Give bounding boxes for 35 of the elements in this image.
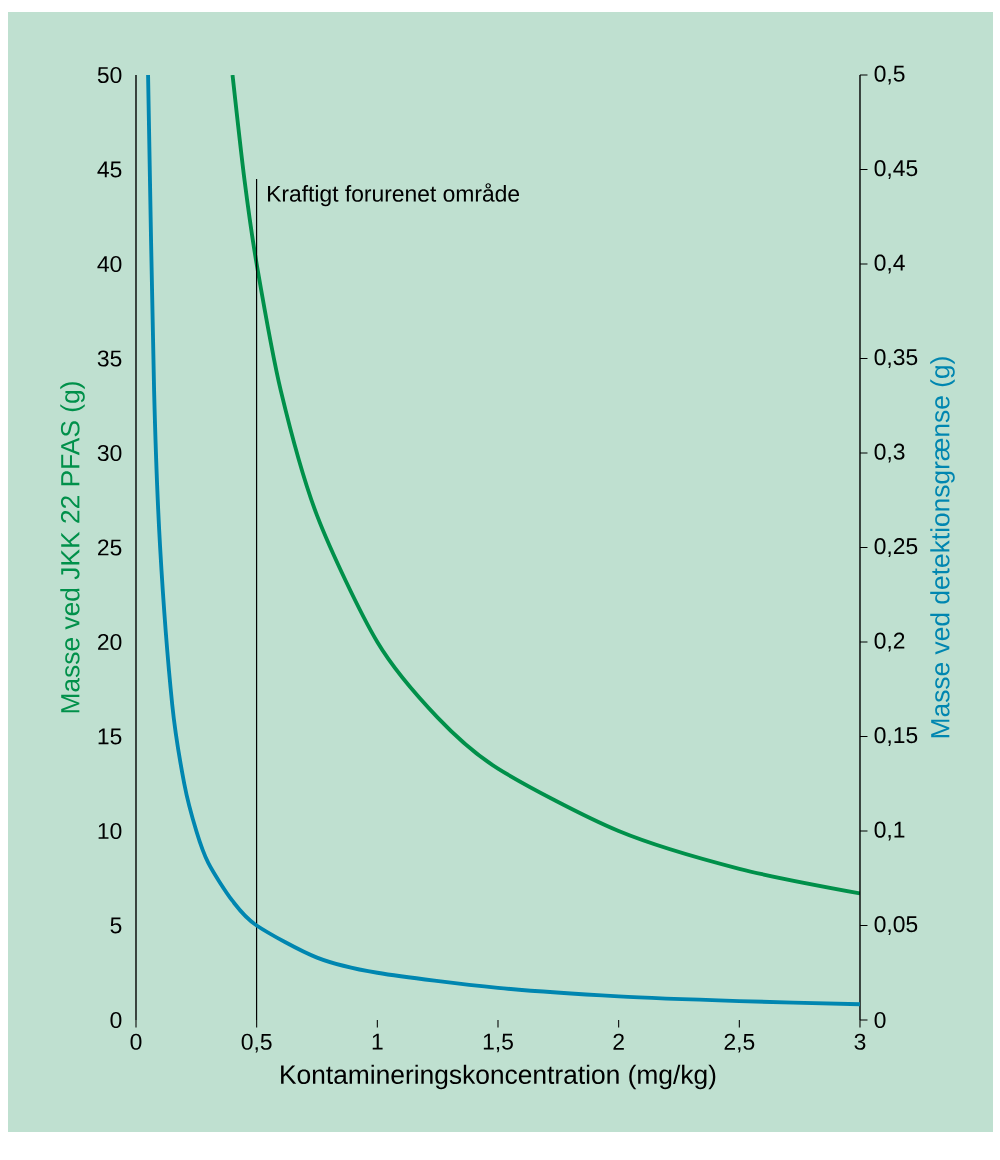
- y2-tick-label: 0,35: [874, 349, 918, 368]
- y2-tick-label: 0,1: [874, 821, 905, 841]
- y-tick-label: 50: [97, 66, 122, 84]
- y-axis-title: Masse ved JKK 22 PFAS (g): [60, 382, 85, 713]
- y-tick-label: 5: [110, 917, 122, 934]
- ref-line-label: Kraftigt forurenet område: [268, 183, 520, 207]
- y2-tick-label: 0,2: [874, 632, 905, 652]
- y-tick-label: 30: [97, 444, 122, 462]
- x-tick-label: 1: [372, 1033, 383, 1050]
- y2-tick-label: 0,3: [874, 443, 905, 463]
- y-tick-label: 40: [97, 255, 122, 273]
- line-series: [146, 75, 860, 1007]
- x-tick-label: 0,5: [241, 1033, 272, 1053]
- y-tick-label: 25: [98, 539, 122, 556]
- x-tick-label: 3: [854, 1033, 866, 1050]
- y2-tick-label: 0,15: [874, 727, 918, 746]
- y-tick-label: 0: [110, 1011, 122, 1029]
- y-tick-label: 10: [98, 822, 122, 840]
- y-tick-label: 20: [98, 633, 122, 651]
- x-tick-label: 2: [613, 1033, 624, 1050]
- line-series: [230, 75, 860, 896]
- y2-tick-label: 0,05: [874, 916, 918, 935]
- x-tick-label: 1,5: [483, 1033, 513, 1053]
- x-tick-label: 0: [130, 1033, 142, 1050]
- y-tick-label: 45: [97, 161, 122, 178]
- y2-tick-label: 0: [874, 1011, 886, 1029]
- y2-tick-label: 0,4: [874, 254, 905, 274]
- y-tick-label: 15: [98, 728, 122, 745]
- x-tick-label: 2,5: [724, 1033, 755, 1053]
- x-axis-title: Kontamineringskoncentration (mg/kg): [281, 1064, 716, 1090]
- y2-tick-label: 0,45: [874, 160, 918, 179]
- y2-tick-label: 0,25: [874, 538, 918, 557]
- y-tick-label: 35: [97, 350, 122, 367]
- y2-axis-title: Masse ved detektionsgrænse (g): [930, 357, 955, 738]
- y2-tick-label: 0,5: [874, 65, 905, 85]
